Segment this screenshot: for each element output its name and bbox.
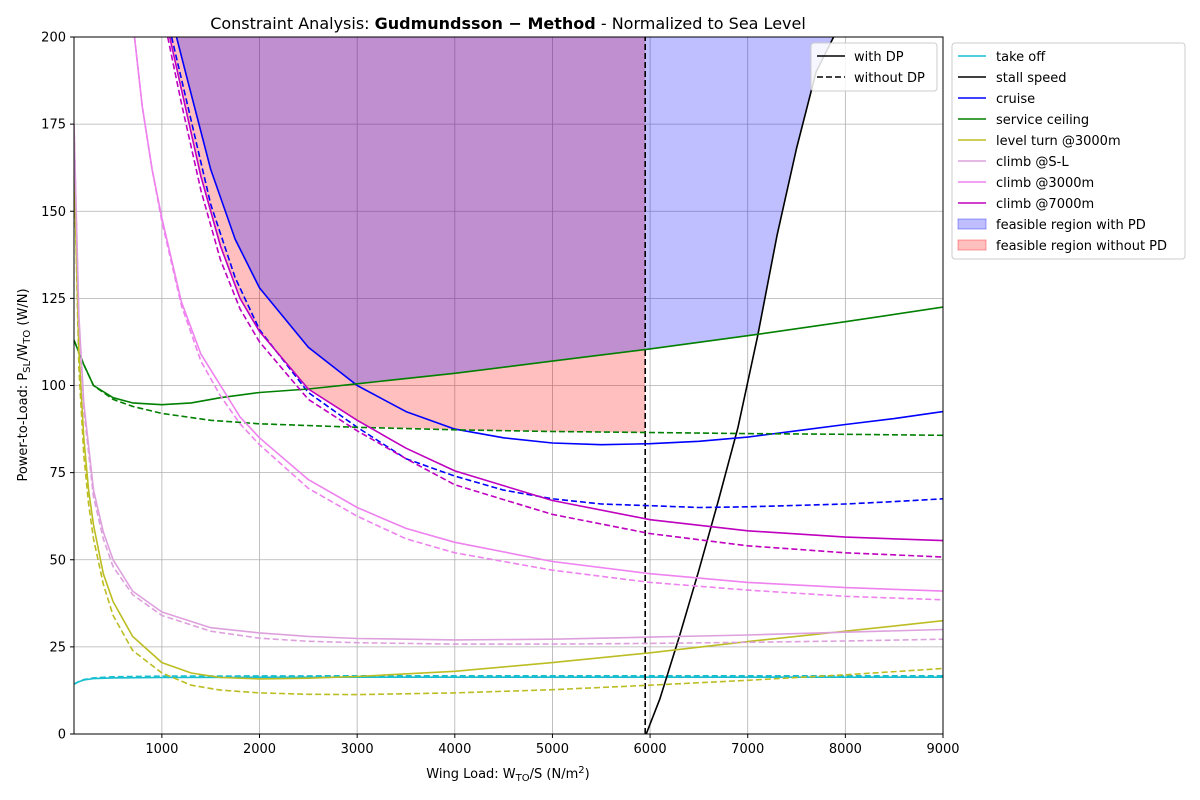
x-tick-label: 6000 — [634, 742, 667, 757]
legend-patch — [957, 218, 987, 230]
climb-7000m-line — [168, 37, 943, 542]
feasible-region-without-pd — [169, 37, 646, 433]
x-axis-ticks: 1000 2000 3000 4000 5000 6000 7000 8000 9000 — [145, 734, 960, 757]
y-tick-label: 25 — [49, 640, 66, 655]
constraint-curves — [74, 37, 943, 734]
x-tick-label: 8000 — [829, 742, 862, 757]
series-7-dashed-line — [74, 339, 943, 437]
series-15-dashed-line — [166, 37, 943, 558]
series-5-dashed-line — [170, 37, 943, 509]
legend-patch — [957, 239, 987, 251]
y-tick-label: 100 — [41, 379, 66, 394]
legend-entry-label: feasible region without PD — [996, 239, 1167, 254]
cruise-line — [175, 37, 943, 446]
level-turn-3000m-line — [74, 158, 943, 680]
linestyle-legend-box — [810, 42, 938, 92]
legend-entry-label: climb @S-L — [996, 155, 1069, 170]
legend-entry-label: take off — [996, 50, 1046, 65]
chart-title: Constraint Analysis: Gudmundsson − Metho… — [210, 14, 806, 33]
linestyle-legend: with DP without DP — [810, 42, 938, 92]
take-off-line — [74, 676, 943, 685]
stall-speed-line — [645, 37, 835, 734]
series-legend: take off stall speed cruise service ceiling… — [951, 42, 1186, 260]
y-tick-label: 75 — [49, 466, 66, 481]
feasible-region-with-pd — [176, 37, 834, 385]
x-tick-label: 1000 — [145, 742, 178, 757]
x-tick-label: 9000 — [926, 742, 959, 757]
series-13-dashed-line — [133, 37, 943, 601]
y-axis-label: Power-to-Load: PSL/WTO (W/N) — [16, 288, 33, 481]
legend-entry-label: service ceiling — [996, 113, 1089, 128]
service-ceiling-line — [74, 306, 943, 406]
legend-entry-label: stall speed — [996, 71, 1066, 86]
legend-entry-label: climb @3000m — [996, 176, 1094, 191]
y-tick-label: 150 — [41, 205, 66, 220]
x-tick-label: 3000 — [341, 742, 374, 757]
legend-entry-label: cruise — [996, 92, 1035, 107]
y-tick-label: 175 — [41, 118, 66, 133]
legend-entry-label: level turn @3000m — [996, 134, 1121, 149]
x-axis-label: Wing Load: WTO/S (N/m2) — [426, 765, 589, 784]
x-tick-label: 2000 — [243, 742, 276, 757]
legend-entry-label: climb @7000m — [996, 197, 1094, 212]
y-tick-label: 200 — [41, 31, 66, 46]
y-tick-label: 125 — [41, 292, 66, 307]
legend-entry-label: without DP — [854, 71, 925, 86]
feasible-regions — [169, 37, 834, 433]
series-9-dashed-line — [74, 158, 943, 696]
y-tick-label: 0 — [58, 728, 66, 743]
series-legend-box — [951, 42, 1186, 260]
legend-entry-label: feasible region with PD — [996, 218, 1146, 233]
y-tick-label: 50 — [49, 553, 66, 568]
y-axis-ticks: 0 25 50 75 100 125 150 175 200 — [41, 31, 74, 743]
x-tick-label: 7000 — [731, 742, 764, 757]
x-tick-label: 5000 — [536, 742, 569, 757]
legend-entry-label: with DP — [854, 50, 904, 65]
series-1-dashed-line — [74, 675, 943, 685]
x-tick-label: 4000 — [438, 742, 471, 757]
